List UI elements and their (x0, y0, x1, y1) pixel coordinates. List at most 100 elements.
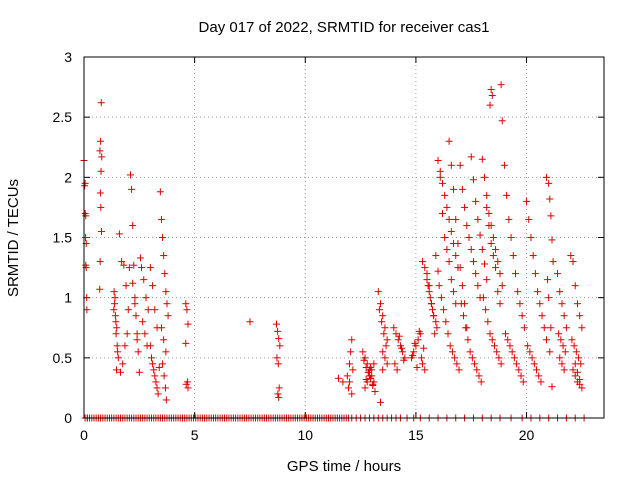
data-point (133, 330, 141, 338)
data-point (415, 327, 423, 335)
data-point (476, 231, 484, 239)
data-point (445, 258, 453, 266)
data-point (447, 227, 455, 235)
data-point (558, 300, 566, 308)
data-point (138, 264, 146, 272)
data-point (157, 215, 165, 223)
data-point (160, 372, 168, 380)
data-point (159, 234, 167, 241)
data-point (411, 339, 419, 347)
data-point (443, 246, 451, 254)
data-point (497, 360, 505, 368)
data-point (486, 330, 494, 338)
data-point (398, 344, 406, 352)
data-point (383, 360, 391, 368)
data-point (275, 335, 283, 343)
data-point (496, 300, 504, 308)
data-point (423, 276, 431, 284)
data-point (487, 85, 495, 93)
data-point (348, 390, 356, 398)
data-point (425, 282, 433, 290)
data-point (150, 366, 158, 374)
data-point (495, 354, 503, 362)
data-point (135, 368, 143, 376)
data-point (97, 137, 105, 145)
data-point (359, 348, 367, 356)
data-point (561, 348, 569, 356)
data-point (128, 185, 136, 193)
data-point (545, 294, 553, 302)
data-point (513, 360, 521, 368)
data-point (113, 366, 121, 374)
data-point (504, 336, 512, 344)
data-point (156, 188, 164, 196)
data-point (492, 246, 500, 254)
data-point (472, 270, 480, 278)
data-point (419, 258, 427, 266)
data-point (515, 366, 523, 374)
y-tick-label: 0 (64, 410, 72, 426)
data-point (555, 330, 563, 338)
data-point (461, 203, 469, 211)
data-point (369, 382, 377, 390)
data-point (519, 378, 527, 386)
data-point (488, 336, 496, 344)
data-point (494, 288, 502, 296)
data-point (413, 363, 421, 371)
data-point (436, 167, 444, 175)
data-point (569, 366, 577, 374)
x-tick-label: 10 (297, 427, 313, 443)
data-point (474, 282, 482, 290)
data-point (273, 354, 281, 362)
data-point (490, 342, 498, 350)
data-point (443, 203, 451, 211)
data-point (545, 179, 553, 187)
data-point (458, 282, 466, 290)
data-point (484, 318, 492, 326)
x-tick-label: 0 (80, 427, 88, 443)
data-point (144, 306, 152, 314)
data-point (182, 380, 190, 388)
data-point (510, 354, 518, 362)
data-point (131, 300, 139, 308)
data-point (496, 270, 504, 278)
x-tick-label: 15 (408, 427, 424, 443)
data-point (533, 366, 541, 374)
data-point (441, 191, 449, 199)
data-point (528, 354, 536, 362)
data-point (124, 306, 132, 314)
y-tick-label: 2.5 (53, 109, 73, 125)
y-tick-label: 1 (64, 290, 72, 306)
data-point (448, 348, 456, 356)
data-point (483, 203, 491, 211)
data-point (344, 384, 352, 392)
data-point (452, 215, 460, 223)
data-point (400, 356, 408, 364)
data-point (334, 374, 342, 382)
data-point (575, 354, 583, 362)
data-point (142, 294, 150, 302)
data-point (393, 366, 401, 374)
x-tick-label: 20 (519, 427, 535, 443)
data-point (121, 342, 129, 350)
data-point (451, 354, 459, 362)
data-point (349, 366, 357, 374)
data-point (417, 354, 425, 362)
data-point (164, 312, 172, 320)
data-point (578, 384, 586, 392)
data-point (414, 336, 422, 344)
data-point (182, 339, 190, 347)
data-point (119, 360, 127, 368)
y-tick-label: 3 (64, 49, 72, 65)
data-point (489, 252, 497, 260)
data-point (125, 264, 133, 272)
data-point (96, 147, 104, 155)
data-point (390, 324, 398, 332)
data-point (339, 378, 347, 386)
data-point (275, 384, 283, 392)
data-point (444, 330, 452, 338)
data-point (433, 324, 441, 332)
data-point (421, 264, 429, 272)
data-point (123, 330, 131, 338)
data-point (163, 300, 171, 308)
